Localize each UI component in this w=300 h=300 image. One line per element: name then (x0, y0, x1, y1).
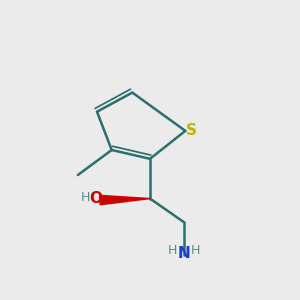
Text: H: H (190, 244, 200, 257)
Text: H: H (81, 190, 91, 204)
Polygon shape (100, 195, 150, 205)
Text: N: N (178, 246, 190, 261)
Text: O: O (89, 191, 102, 206)
Text: H: H (168, 244, 177, 257)
Text: S: S (186, 123, 197, 138)
